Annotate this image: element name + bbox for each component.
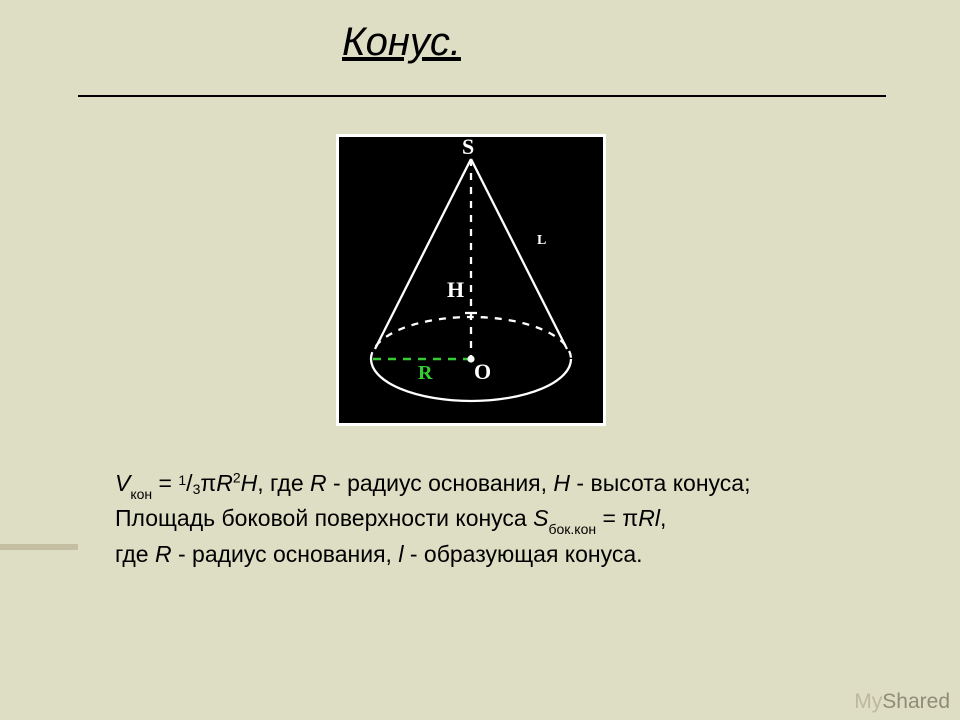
height-label-H: H [447,277,464,303]
accent-bar [0,544,78,550]
sup-2: 2 [233,469,241,485]
apex-label-S: S [462,134,474,160]
sym-R: R [216,470,233,496]
txt-radius: - радиус основания, [327,470,554,496]
txt-slant: - образующая конуса. [403,541,642,567]
where-line: где R - радиус основания, l - образующая… [115,538,875,571]
txt-eq-pi: = π [596,505,638,531]
sym-H: H [241,470,258,496]
radius-label-R: R [418,362,432,385]
txt-surface: Площадь боковой поверхности конуса [115,505,533,531]
center-label-O: O [474,359,491,385]
sym-V: V [115,470,130,496]
sub-bokkon: бок.кон [548,521,596,537]
txt-radius2: - радиус основания, [172,541,399,567]
surface-formula-line: Площадь боковой поверхности конуса Sбок.… [115,502,875,537]
cone-figure: S H L R O [339,137,603,423]
sym-R-2: R [310,470,327,496]
volume-formula-line: Vкон = 1/3πR2H, где R - радиус основания… [115,467,875,502]
frac-1: 1 [178,472,186,488]
sym-R-4: R [155,541,172,567]
cone-figure-panel: S H L R O [336,134,606,426]
watermark: MyShared [854,690,950,714]
txt-where2: где [115,541,155,567]
slant-label-L: L [537,233,546,249]
sym-H-2: H [553,470,570,496]
formulae-block: Vкон = 1/3πR2H, где R - радиус основания… [115,467,875,571]
watermark-my: My [854,690,882,713]
txt-eq1: = [152,470,178,496]
sym-R-3: R [638,505,655,531]
txt-where: , где [257,470,310,496]
sub-kon: кон [130,486,152,502]
watermark-shared: Shared [882,690,950,713]
page-title: Конус. [342,20,461,65]
txt-height: - высота конуса; [570,470,750,496]
sym-S: S [533,505,548,531]
txt-comma: , [660,505,666,531]
sym-pi: π [200,470,216,496]
title-underline-rule [78,95,886,97]
